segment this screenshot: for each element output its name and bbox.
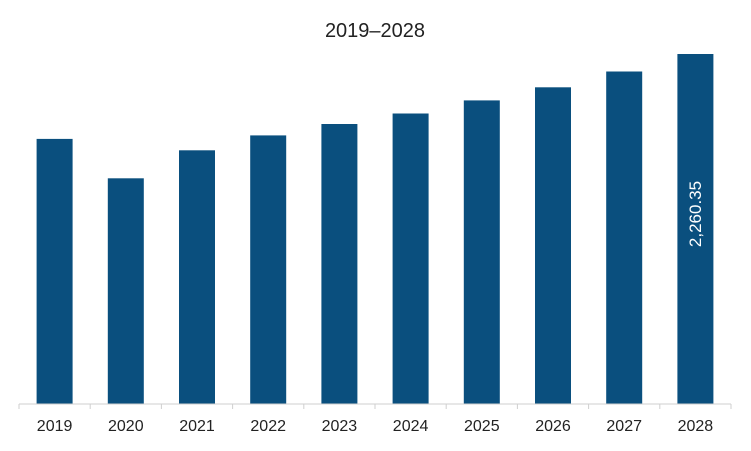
bar-2026 bbox=[535, 87, 571, 405]
x-tick-label-2020: 2020 bbox=[108, 418, 144, 435]
x-tick-label-2019: 2019 bbox=[37, 418, 73, 435]
x-tick-label-2025: 2025 bbox=[464, 418, 500, 435]
x-tick-label-2026: 2026 bbox=[535, 418, 571, 435]
data-label-2028: 2,260.35 bbox=[686, 181, 705, 247]
bar-2028 bbox=[677, 54, 714, 404]
bar-2025 bbox=[463, 100, 500, 405]
bar-2027 bbox=[606, 71, 643, 404]
bar-2021 bbox=[179, 150, 215, 405]
x-tick-label-2028: 2028 bbox=[678, 418, 714, 435]
bar-2022 bbox=[250, 135, 287, 404]
chart-title: 2019–2028 bbox=[325, 20, 425, 42]
bar-2024 bbox=[392, 113, 429, 404]
x-tick-label-2022: 2022 bbox=[250, 418, 286, 435]
bar-2023 bbox=[321, 124, 358, 404]
x-axis: 2019 2020 2021 2022 2023 2024 2025 2026 2027 2028 bbox=[18, 403, 732, 435]
x-tick-label-2027: 2027 bbox=[606, 418, 642, 435]
x-tick-label-2021: 2021 bbox=[179, 418, 215, 435]
bar-2020 bbox=[107, 178, 144, 405]
bar-2019 bbox=[36, 138, 73, 404]
x-tick-label-2023: 2023 bbox=[322, 418, 358, 435]
bars-group: 2,260.35 bbox=[36, 54, 714, 405]
x-tick-label-2024: 2024 bbox=[393, 418, 429, 435]
